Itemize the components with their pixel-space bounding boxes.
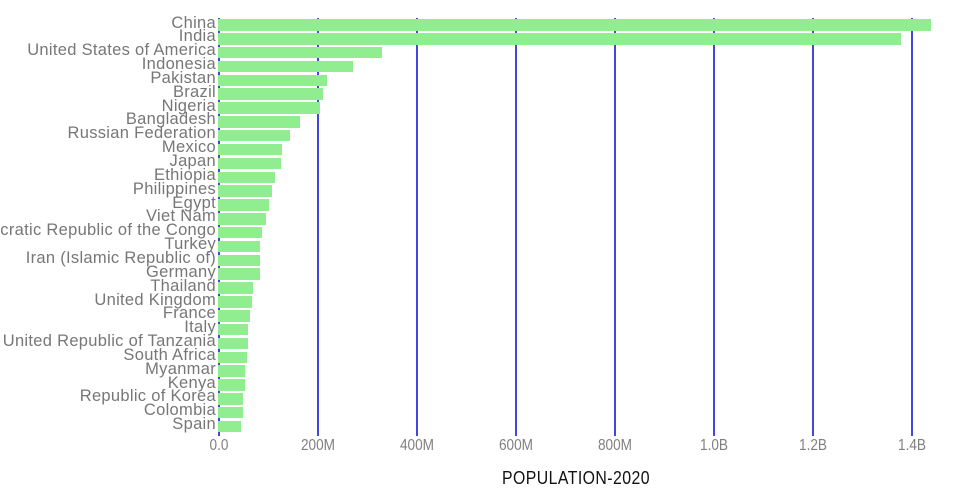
category-label: Pakistan — [150, 68, 216, 87]
category-label: Russian Federation — [67, 124, 216, 143]
bar — [218, 420, 242, 433]
category-label: China — [171, 13, 216, 32]
x-tick-label: 200M — [300, 437, 336, 454]
x-tick-label: 1.0B — [700, 437, 728, 454]
category-label: Bangladesh — [125, 110, 216, 129]
category-label: Philippines — [132, 179, 216, 198]
category-label: France — [162, 304, 216, 323]
gridline-800M — [613, 18, 616, 436]
bar — [218, 157, 281, 170]
bar — [218, 213, 267, 225]
bar — [218, 226, 263, 239]
category-label: Mexico — [161, 138, 216, 157]
bar — [218, 199, 269, 211]
category-label: Viet Nam — [146, 207, 216, 226]
category-label: United Republic of Tanzania — [2, 332, 216, 351]
x-tick-label: 600M — [498, 437, 534, 454]
bar — [218, 351, 248, 364]
category-label: Nigeria — [161, 96, 216, 115]
bar — [218, 365, 245, 377]
bar — [218, 74, 328, 87]
x-tick-label: 800M — [597, 437, 633, 454]
bar — [218, 296, 252, 308]
bar — [218, 33, 902, 45]
bar — [218, 88, 324, 100]
category-label: Egypt — [172, 193, 216, 212]
gridline-1.4B — [910, 18, 913, 436]
category-label: Republic of Korea — [79, 387, 216, 406]
x-tick-label: 0.0 — [209, 437, 229, 454]
category-label: India — [178, 27, 216, 46]
bar — [218, 337, 248, 350]
category-label: Turkey — [164, 235, 216, 254]
category-label: Myanmar — [145, 359, 216, 378]
bar — [218, 379, 245, 391]
gridline-1.0B — [712, 18, 715, 436]
category-label: Germany — [146, 262, 216, 281]
x-tick-label: 1.4B — [898, 437, 926, 454]
category-label: United Kingdom — [94, 290, 216, 309]
gridline-400M — [415, 18, 418, 436]
bar — [218, 323, 248, 336]
bar — [218, 102, 320, 114]
gridline-1.2B — [811, 18, 814, 436]
bar — [218, 143, 282, 156]
category-label: Ethiopia — [153, 165, 216, 184]
gridline-600M — [514, 18, 517, 436]
bar — [218, 240, 260, 253]
category-label: South Africa — [123, 345, 216, 364]
bar — [218, 171, 275, 184]
category-label: Colombia — [143, 401, 216, 420]
bar — [218, 19, 931, 31]
bar — [218, 268, 260, 280]
x-tick-label: 1.2B — [799, 437, 827, 454]
bar — [218, 185, 273, 197]
x-tick-label: 400M — [399, 437, 435, 454]
category-label: Thailand — [150, 276, 216, 295]
category-label: Iran (Islamic Republic of) — [25, 248, 216, 267]
category-label: Italy — [184, 318, 216, 337]
category-label: Japan — [169, 152, 216, 170]
bar — [218, 46, 382, 59]
category-label: Spain — [172, 415, 216, 434]
bar — [218, 129, 291, 142]
category-label: United States of America — [27, 41, 216, 60]
category-label: Democratic Republic of the Congo — [0, 221, 216, 240]
x-axis-title: POPULATION-2020 — [501, 468, 651, 488]
category-label: Brazil — [172, 82, 216, 101]
bar — [218, 116, 300, 128]
bar — [218, 406, 244, 419]
bar — [218, 60, 354, 73]
bar — [218, 393, 244, 405]
bar — [218, 282, 253, 294]
category-label: Indonesia — [141, 55, 216, 74]
category-label: Kenya — [167, 373, 216, 392]
bar — [218, 310, 251, 322]
bar — [218, 254, 260, 267]
gridline-200M — [316, 18, 319, 436]
